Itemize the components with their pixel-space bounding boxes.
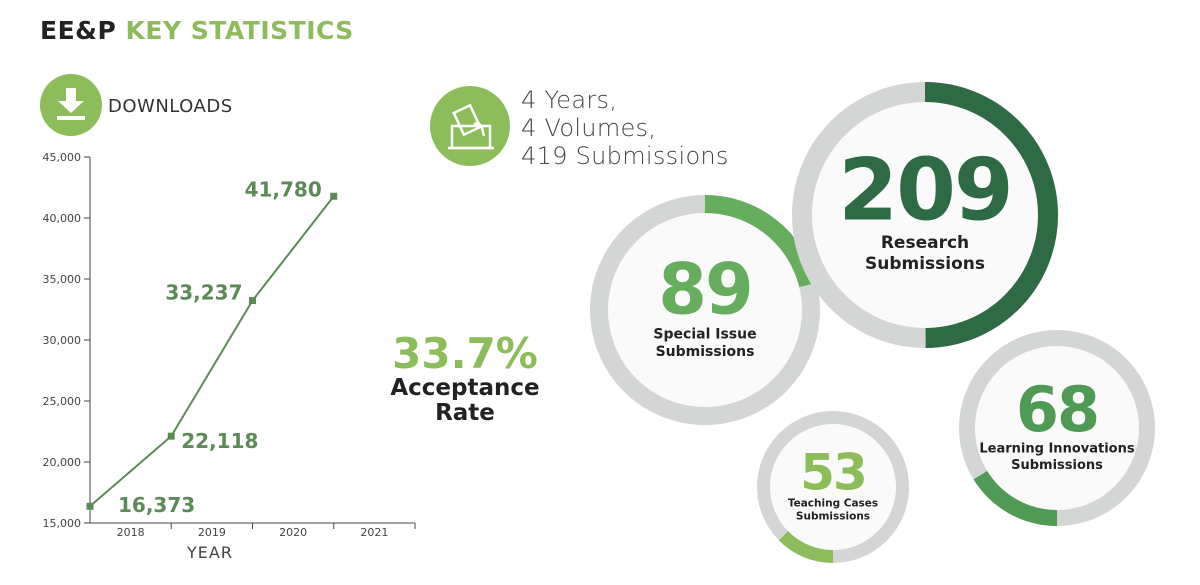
data-point-marker bbox=[249, 297, 256, 305]
ring-progress-arc bbox=[792, 82, 1058, 348]
ring-background bbox=[792, 82, 1058, 348]
download-icon bbox=[40, 74, 102, 136]
ring-background bbox=[757, 411, 909, 563]
x-tick-label: 2021 bbox=[360, 526, 388, 539]
ballot-box-icon bbox=[430, 86, 510, 166]
data-value-label: 16,373 bbox=[118, 493, 195, 517]
title-key-statistics: KEY STATISTICS bbox=[125, 16, 354, 45]
summary-years: 4 Years, bbox=[521, 86, 618, 114]
ring-background bbox=[959, 330, 1155, 526]
title-brand: EE&P bbox=[40, 16, 117, 45]
y-tick-label: 20,000 bbox=[43, 456, 82, 469]
y-tick-label: 15,000 bbox=[43, 517, 82, 530]
x-tick-label: 2019 bbox=[198, 526, 226, 539]
ring-background bbox=[590, 195, 820, 425]
ring-progress-arc bbox=[959, 330, 1155, 526]
data-value-label: 33,237 bbox=[165, 281, 242, 305]
ring-label-line-1: Teaching Cases bbox=[788, 498, 878, 510]
summary-text: 4 Years, 4 Volumes, 419 Submissions bbox=[521, 86, 729, 170]
downloads-label: DOWNLOADS bbox=[108, 96, 233, 117]
summary-volumes: 4 Volumes, bbox=[521, 114, 657, 142]
ring-label-line-1: Special Issue bbox=[653, 326, 756, 342]
x-axis-title: YEAR bbox=[186, 543, 233, 562]
ring-value: 209 bbox=[838, 140, 1012, 240]
data-value-label: 22,118 bbox=[181, 429, 258, 453]
data-value-label: 41,780 bbox=[245, 177, 322, 201]
summary-submissions: 419 Submissions bbox=[521, 142, 729, 170]
acceptance-rate: 33.7% Acceptance Rate bbox=[380, 332, 550, 426]
acceptance-rate-label-1: Acceptance bbox=[390, 375, 540, 401]
ring-label-line-1: Learning Innovations bbox=[979, 442, 1134, 457]
y-tick-label: 30,000 bbox=[43, 334, 82, 347]
data-point-marker bbox=[167, 432, 175, 440]
x-tick-label: 2018 bbox=[117, 526, 145, 539]
ring-label-line-2: Submissions bbox=[1011, 458, 1103, 473]
acceptance-rate-label-2: Rate bbox=[435, 400, 495, 426]
ring-label-line-2: Submissions bbox=[865, 254, 985, 274]
y-tick-label: 25,000 bbox=[43, 395, 82, 408]
y-tick-label: 40,000 bbox=[43, 212, 82, 225]
ring-label-line-2: Submissions bbox=[796, 511, 870, 523]
ring-value: 53 bbox=[800, 444, 866, 502]
data-point-marker bbox=[86, 502, 94, 510]
downloads-series-line bbox=[89, 195, 335, 508]
y-tick-label: 35,000 bbox=[43, 273, 82, 286]
data-point-marker bbox=[330, 192, 338, 200]
ring-label-line-1: Research bbox=[881, 233, 969, 253]
y-tick-label: 45,000 bbox=[43, 151, 82, 164]
page-title: EE&P KEY STATISTICS bbox=[40, 16, 354, 45]
acceptance-rate-value: 33.7% bbox=[392, 329, 538, 378]
ring-label-line-2: Submissions bbox=[656, 344, 755, 360]
x-tick-label: 2020 bbox=[279, 526, 307, 539]
ring-progress-arc bbox=[757, 411, 909, 563]
ring-value: 68 bbox=[1016, 373, 1098, 446]
downloads-line-chart: 15,000 20,000 25,000 30,000 35,000 40,000 45,0… bbox=[43, 151, 416, 562]
ring-progress-arc bbox=[590, 195, 820, 425]
ring-value: 89 bbox=[658, 249, 751, 331]
